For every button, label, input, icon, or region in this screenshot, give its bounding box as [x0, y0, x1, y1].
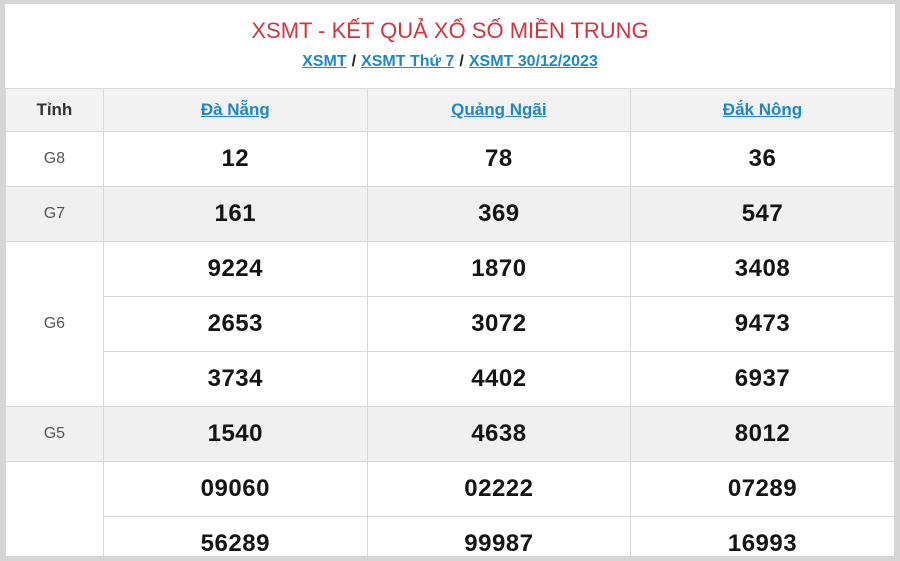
result-cell: 12: [102, 131, 368, 187]
table-row-g4-2: 56289 99987 16993: [6, 516, 895, 556]
table-row-g6-3: 3734 4402 6937: [6, 351, 895, 407]
lottery-results-page: XSMT - KẾT QUẢ XỔ SỐ MIỀN TRUNG XSMT / XSM…: [5, 4, 895, 556]
header-cell: Quảng Ngãi: [366, 88, 631, 132]
result-cell: 4402: [366, 351, 631, 407]
title-block: XSMT - KẾT QUẢ XỔ SỐ MIỀN TRUNG XSMT / XSM…: [5, 18, 895, 72]
result-cell: 4638: [366, 406, 631, 462]
prize-label-g7: G7: [5, 186, 104, 242]
result-cell: 16993: [629, 516, 895, 556]
header-cell: Đà Nẵng: [102, 88, 368, 132]
table-row-g4-1: 09060 02222 07289: [5, 461, 895, 556]
table-row-g8: G8 12 78 36: [5, 131, 895, 187]
page-title: XSMT - KẾT QUẢ XỔ SỐ MIỀN TRUNG: [251, 18, 649, 43]
prize-label-g6: G6: [5, 241, 104, 407]
result-cell: 3408: [629, 241, 895, 297]
breadcrumb-separator: /: [459, 53, 464, 70]
result-cell: 3734: [102, 351, 368, 407]
result-cell: 07289: [629, 461, 895, 517]
table-row-g5: G5 1540 4638 8012: [5, 406, 895, 462]
breadcrumb: XSMT / XSMT Thứ 7/XSMT 30/12/2023: [5, 52, 895, 72]
table-header-row: Tỉnh Đà Nẵng Quảng Ngãi Đắk Nông: [5, 88, 895, 132]
table-row-g6-1: G6 9224 1870 3408: [5, 241, 895, 407]
result-cell: 3072: [366, 296, 631, 352]
result-cell: 2653: [102, 296, 368, 352]
result-cell: 369: [366, 186, 631, 242]
result-cell: 1540: [102, 406, 368, 462]
result-cell: 547: [629, 186, 895, 242]
prize-label-g5: G5: [5, 406, 104, 462]
table-row-g7: G7 161 369 547: [5, 186, 895, 242]
result-cell: 78: [366, 131, 631, 187]
result-cell: 6937: [629, 351, 895, 407]
result-cell: 09060: [102, 461, 368, 517]
breadcrumb-link-xsmt-thu-7[interactable]: XSMT Thứ 7: [361, 53, 455, 70]
result-cell: 99987: [366, 516, 631, 556]
breadcrumb-separator: /: [351, 53, 357, 70]
result-cell: 8012: [629, 406, 895, 462]
prize-label-g4: [5, 461, 104, 556]
result-cell: 9473: [629, 296, 895, 352]
breadcrumb-link-xsmt-date[interactable]: XSMT 30/12/2023: [468, 53, 598, 70]
result-cell: 9224: [102, 241, 368, 297]
results-table: Tỉnh Đà Nẵng Quảng Ngãi Đắk Nông G8 12 7…: [5, 88, 895, 556]
province-link-da-nang[interactable]: Đà Nẵng: [200, 100, 270, 119]
prize-label-g8: G8: [5, 131, 104, 187]
header-cell: Đắk Nông: [629, 88, 895, 132]
province-link-quang-ngai[interactable]: Quảng Ngãi: [451, 100, 547, 119]
result-cell: 1870: [366, 241, 631, 297]
breadcrumb-link-xsmt[interactable]: XSMT: [302, 53, 347, 70]
result-cell: 56289: [102, 516, 368, 556]
province-column-header: Tỉnh: [5, 88, 104, 132]
province-link-dak-nong[interactable]: Đắk Nông: [722, 100, 803, 119]
table-row-g6-2: 2653 3072 9473: [6, 296, 895, 352]
result-cell: 36: [629, 131, 895, 187]
result-cell: 161: [102, 186, 368, 242]
result-cell: 02222: [366, 461, 631, 517]
